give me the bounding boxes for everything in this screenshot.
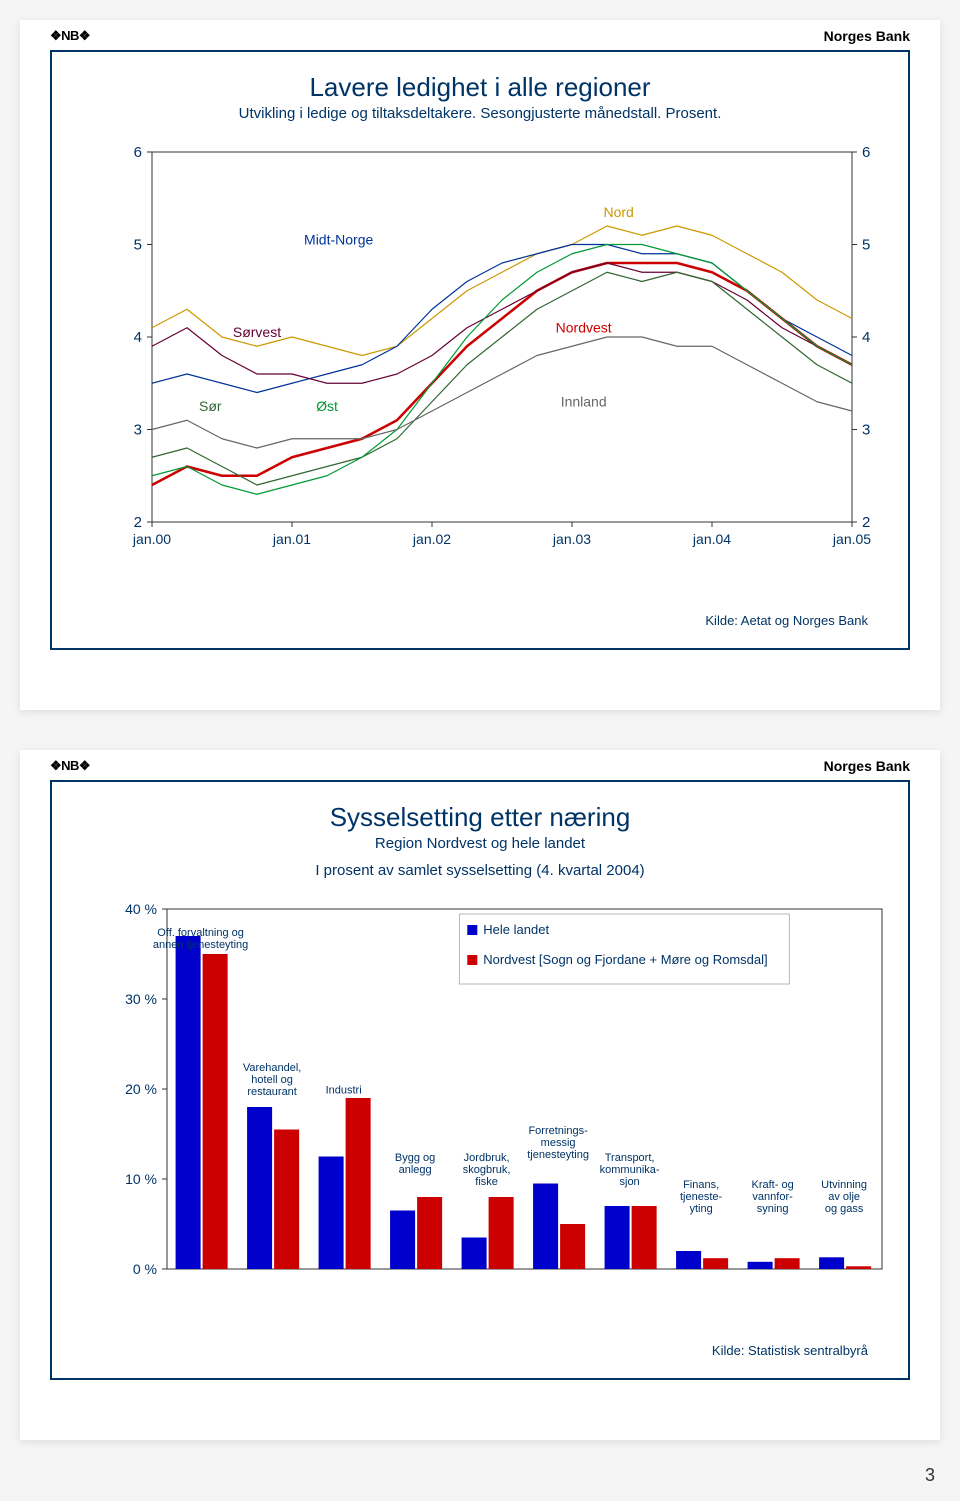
svg-text:Bygg og: Bygg og: [395, 1152, 435, 1164]
svg-text:jan.02: jan.02: [412, 531, 451, 547]
svg-text:Nordvest [Sogn og Fjordane + M: Nordvest [Sogn og Fjordane + Møre og Rom…: [483, 952, 767, 967]
chart-source: Kilde: Statistisk sentralbyrå: [712, 1343, 868, 1358]
svg-text:sjon: sjon: [620, 1176, 640, 1188]
svg-text:2: 2: [862, 514, 870, 531]
svg-text:30 %: 30 %: [125, 991, 157, 1007]
slide-frame: Sysselsetting etter næring Region Nordve…: [50, 780, 910, 1380]
slide-frame: Lavere ledighet i alle regioner Utviklin…: [50, 50, 910, 650]
svg-text:jan.04: jan.04: [692, 531, 731, 547]
slide-unemployment: ❖NB❖ Norges Bank Lavere ledighet i alle …: [20, 20, 940, 710]
bank-name: Norges Bank: [824, 758, 910, 774]
svg-text:Hele landet: Hele landet: [483, 922, 549, 937]
bank-name: Norges Bank: [824, 28, 910, 44]
svg-text:Transport,: Transport,: [605, 1152, 655, 1164]
svg-text:Industri: Industri: [326, 1085, 362, 1097]
svg-text:tjeneste-: tjeneste-: [680, 1191, 723, 1203]
svg-text:3: 3: [862, 422, 870, 439]
bar-chart: 0 %10 %20 %30 %40 %Off. forvaltning ogan…: [112, 899, 848, 1279]
svg-text:5: 5: [862, 237, 870, 254]
chart-source: Kilde: Aetat og Norges Bank: [705, 613, 868, 628]
slide-header: ❖NB❖ Norges Bank: [50, 758, 910, 774]
svg-text:6: 6: [862, 144, 870, 161]
svg-text:jan.01: jan.01: [272, 531, 311, 547]
svg-text:kommunika-: kommunika-: [600, 1164, 660, 1176]
svg-text:Nord: Nord: [603, 204, 633, 220]
page-number: 3: [925, 1465, 935, 1486]
svg-text:yting: yting: [689, 1203, 712, 1215]
chart-subtitle: Utvikling i ledige og tiltaksdeltakere. …: [72, 105, 888, 122]
svg-text:jan.03: jan.03: [552, 531, 591, 547]
svg-text:Midt-Norge: Midt-Norge: [304, 232, 373, 248]
svg-text:3: 3: [134, 422, 142, 439]
svg-text:Nordvest: Nordvest: [556, 319, 612, 335]
svg-text:Utvinning: Utvinning: [821, 1179, 867, 1191]
svg-text:jan.05: jan.05: [832, 531, 871, 547]
svg-text:5: 5: [134, 237, 142, 254]
svg-text:Kraft- og: Kraft- og: [752, 1179, 794, 1191]
svg-text:Finans,: Finans,: [683, 1179, 719, 1191]
chart-title: Sysselsetting etter næring: [72, 802, 888, 833]
svg-text:20 %: 20 %: [125, 1081, 157, 1097]
svg-text:4: 4: [862, 329, 870, 346]
svg-text:10 %: 10 %: [125, 1171, 157, 1187]
svg-text:syning: syning: [757, 1203, 789, 1215]
svg-text:tjenesteyting: tjenesteyting: [527, 1149, 589, 1161]
svg-text:Sørvest: Sørvest: [233, 324, 281, 340]
svg-text:av olje: av olje: [828, 1191, 860, 1203]
svg-text:4: 4: [134, 329, 142, 346]
svg-text:40 %: 40 %: [125, 901, 157, 917]
slide-employment: ❖NB❖ Norges Bank Sysselsetting etter nær…: [20, 750, 940, 1440]
svg-text:skogbruk,: skogbruk,: [463, 1164, 511, 1176]
svg-text:vannfor-: vannfor-: [752, 1191, 793, 1203]
svg-text:og gass: og gass: [825, 1203, 864, 1215]
bar-chart-svg: 0 %10 %20 %30 %40 %Off. forvaltning ogan…: [112, 899, 892, 1279]
logo: ❖NB❖: [50, 758, 90, 774]
svg-text:6: 6: [134, 144, 142, 161]
svg-text:messig: messig: [541, 1137, 576, 1149]
svg-text:restaurant: restaurant: [247, 1086, 297, 1098]
chart-subtitle1: Region Nordvest og hele landet: [72, 835, 888, 852]
svg-text:2: 2: [134, 514, 142, 531]
svg-text:fiske: fiske: [475, 1176, 498, 1188]
svg-text:Off. forvaltning og: Off. forvaltning og: [157, 927, 244, 939]
svg-text:Sør: Sør: [199, 398, 222, 414]
svg-text:anlegg: anlegg: [399, 1164, 432, 1176]
svg-text:annen tjenesteyting: annen tjenesteyting: [153, 939, 248, 951]
svg-text:hotell og: hotell og: [251, 1074, 293, 1086]
line-chart: 2233445566jan.00jan.01jan.02jan.03jan.04…: [112, 142, 848, 562]
line-chart-svg: 2 2 3 3 4 4 5 5 6 6 jan.00 jan.01 jan.02 jan.03 jan.04…: [112, 142, 892, 562]
svg-text:Øst: Øst: [316, 398, 338, 414]
svg-text:Innland: Innland: [561, 393, 607, 409]
chart-title: Lavere ledighet i alle regioner: [72, 72, 888, 103]
svg-text:Varehandel,: Varehandel,: [243, 1062, 302, 1074]
chart-subtitle2: I prosent av samlet sysselsetting (4. kv…: [72, 862, 888, 879]
svg-text:Forretnings-: Forretnings-: [528, 1125, 588, 1137]
svg-text:jan.00: jan.00: [132, 531, 171, 547]
logo: ❖NB❖: [50, 28, 90, 44]
svg-text:Jordbruk,: Jordbruk,: [464, 1152, 510, 1164]
slide-header: ❖NB❖ Norges Bank: [50, 28, 910, 44]
svg-text:0 %: 0 %: [133, 1261, 157, 1277]
